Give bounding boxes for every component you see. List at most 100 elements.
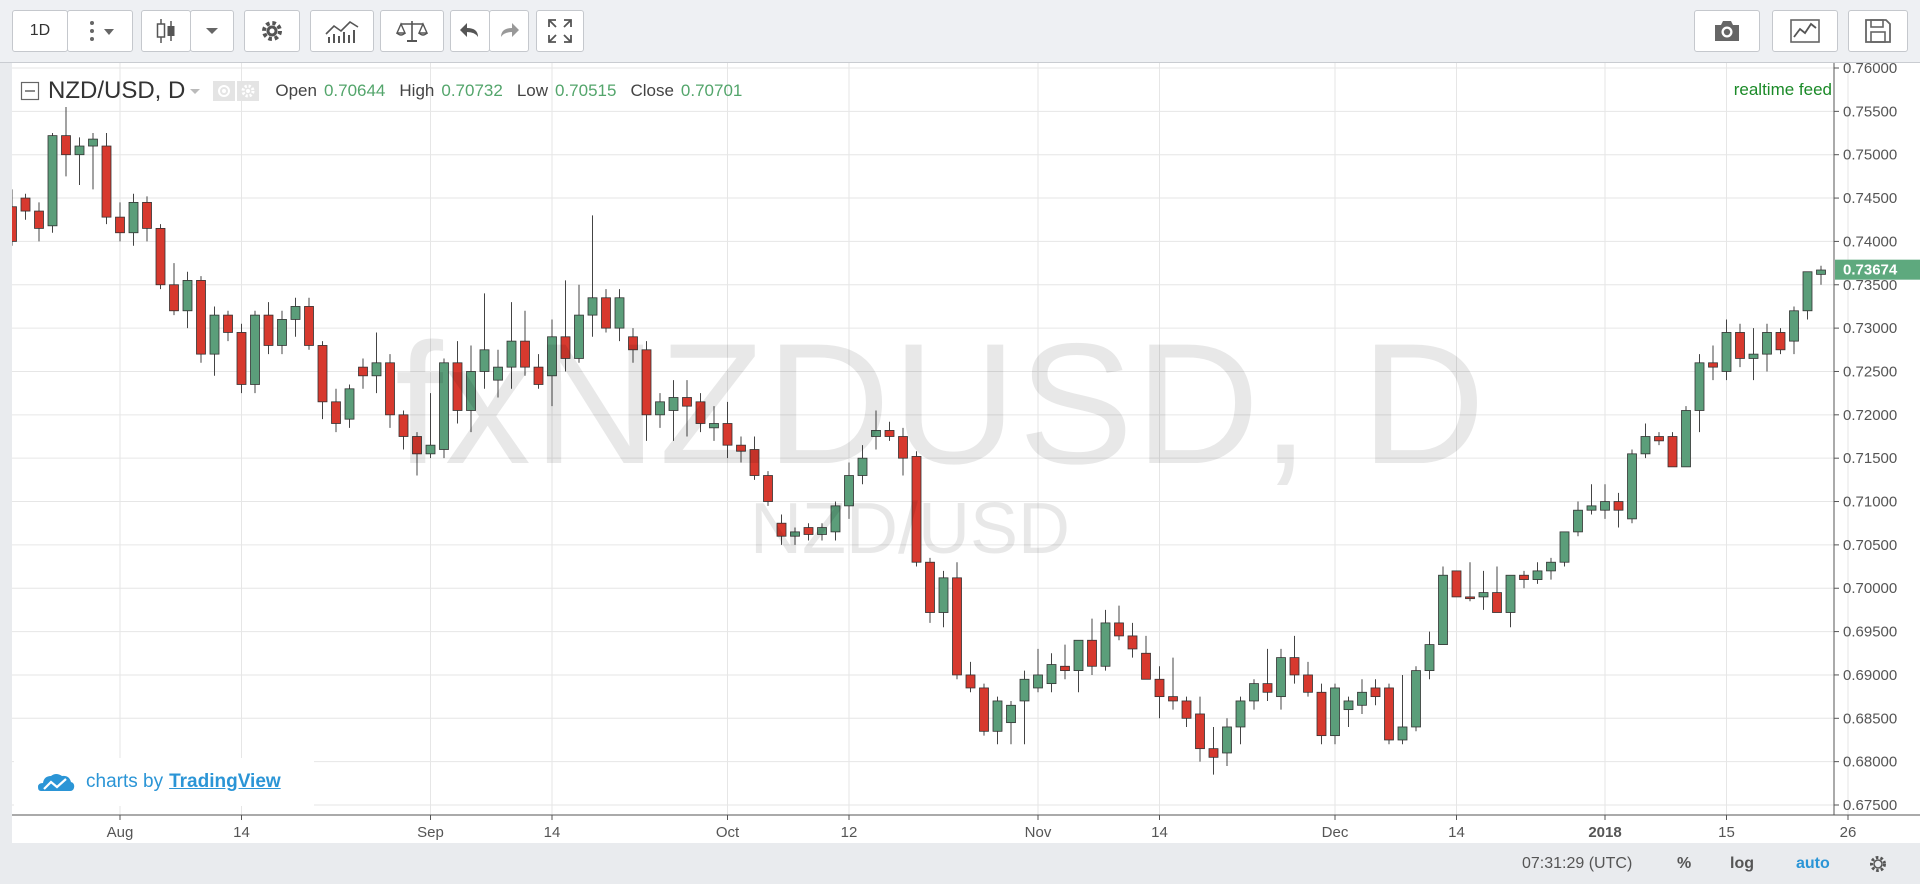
candle: [304, 297, 314, 350]
candle-body: [1343, 700, 1354, 711]
credit-brand-link[interactable]: TradingView: [169, 771, 281, 792]
candle-body: [1451, 570, 1462, 598]
candle: [1735, 323, 1745, 368]
price-axis[interactable]: 0.76000 0.75500 0.75000 0.74500 0.74000 0.735…: [1834, 60, 1897, 814]
percent-toggle[interactable]: %: [1677, 854, 1692, 872]
candle-body: [1073, 639, 1084, 672]
interval-menu-button[interactable]: [67, 10, 133, 52]
candle: [533, 354, 544, 389]
undo-button[interactable]: [450, 10, 490, 52]
candle: [655, 393, 665, 428]
candle: [1289, 635, 1300, 684]
candle-body: [61, 135, 71, 156]
fullscreen-icon: [548, 19, 572, 43]
time-tick-label: 14: [544, 824, 561, 841]
candle-body: [1816, 269, 1826, 275]
candle: [1019, 670, 1030, 745]
tradingview-credit[interactable]: charts by TradingView: [14, 758, 314, 806]
symbol-dropdown-icon[interactable]: [189, 86, 201, 96]
candle-body: [398, 414, 409, 437]
time-tick-label: Sep: [417, 824, 444, 841]
candle: [1748, 328, 1759, 381]
interval-button[interactable]: 1D: [12, 10, 68, 52]
candle: [169, 263, 179, 316]
candle-body: [1046, 664, 1057, 685]
candle: [1276, 648, 1286, 710]
candle: [290, 297, 301, 337]
settings-small-icon[interactable]: [237, 81, 260, 101]
candle-body: [763, 475, 773, 502]
candle: [1424, 631, 1435, 680]
price-tick-label: 0.75500: [1843, 103, 1897, 120]
indicators-button[interactable]: [310, 10, 374, 52]
candle-body: [1033, 674, 1043, 689]
candle: [1762, 323, 1772, 372]
candle: [1573, 501, 1583, 537]
log-toggle[interactable]: log: [1730, 854, 1754, 872]
candle-body: [155, 228, 166, 286]
open-label: Open: [275, 81, 317, 100]
chart-style-button[interactable]: [141, 10, 191, 52]
candle-body: [344, 388, 355, 420]
redo-button[interactable]: [489, 10, 529, 52]
candle: [1033, 648, 1043, 693]
candle-body: [520, 340, 530, 368]
candle: [1195, 696, 1205, 762]
candle-body: [1492, 592, 1502, 613]
candle: [560, 280, 571, 372]
candle: [749, 436, 760, 480]
chart-overlay-button[interactable]: [1772, 10, 1838, 52]
candle: [709, 406, 719, 441]
candle: [155, 224, 166, 290]
candle: [398, 410, 409, 450]
candle: [493, 349, 503, 398]
candlestick-chart[interactable]: 0.76000 0.75500 0.75000 0.74500 0.74000 0.735…: [7, 60, 1920, 843]
candle-body: [128, 201, 139, 234]
candle: [790, 527, 800, 545]
fullscreen-button[interactable]: [536, 10, 584, 52]
candle: [817, 523, 827, 541]
candle: [1478, 570, 1489, 610]
time-tick-label: 14: [1448, 824, 1465, 841]
candle-body: [1762, 332, 1772, 355]
settings-button[interactable]: [244, 10, 300, 52]
candle: [1411, 666, 1421, 732]
candle-body: [47, 135, 58, 227]
chart-style-dropdown[interactable]: [190, 10, 234, 52]
legend-symbol[interactable]: NZD/USD, D: [48, 77, 186, 104]
compare-button[interactable]: [380, 10, 444, 52]
snapshot-button[interactable]: [1694, 10, 1760, 52]
candle: [1316, 683, 1327, 745]
open-value: 0.70644: [323, 81, 386, 100]
candle-body: [614, 297, 625, 329]
candle-body: [857, 457, 868, 476]
candle-body: [938, 577, 949, 613]
candle: [425, 393, 436, 459]
candle: [263, 302, 274, 355]
candle-body: [1195, 713, 1205, 750]
plot-background: [12, 63, 1920, 843]
price-tick-label: 0.74500: [1843, 190, 1897, 207]
candle-body: [1573, 509, 1583, 533]
redo-icon: [501, 23, 519, 37]
candle-body: [290, 306, 301, 320]
candle: [1775, 328, 1786, 355]
eye-icon[interactable]: [213, 81, 236, 101]
chart-area[interactable]: 0.76000 0.75500 0.75000 0.74500 0.74000 0.735…: [7, 60, 1920, 843]
auto-toggle[interactable]: auto: [1796, 854, 1830, 872]
axis-settings-button[interactable]: [1868, 843, 1888, 884]
candle-body: [682, 397, 692, 407]
candle: [1330, 683, 1340, 745]
save-button[interactable]: [1848, 10, 1908, 52]
collapse-icon[interactable]: [20, 81, 40, 101]
candle: [1667, 432, 1678, 468]
time-axis[interactable]: Aug 14 Sep 14 Oct 12 Nov 14 Dec 14 2018 15 26: [107, 815, 1857, 841]
candle: [911, 451, 922, 567]
candle: [1262, 648, 1273, 701]
candle: [506, 302, 517, 389]
candle: [1532, 562, 1543, 584]
candle-body: [223, 314, 233, 333]
candle-body: [1276, 657, 1286, 698]
candle: [898, 427, 908, 476]
last-price-value: 0.73674: [1843, 262, 1898, 279]
